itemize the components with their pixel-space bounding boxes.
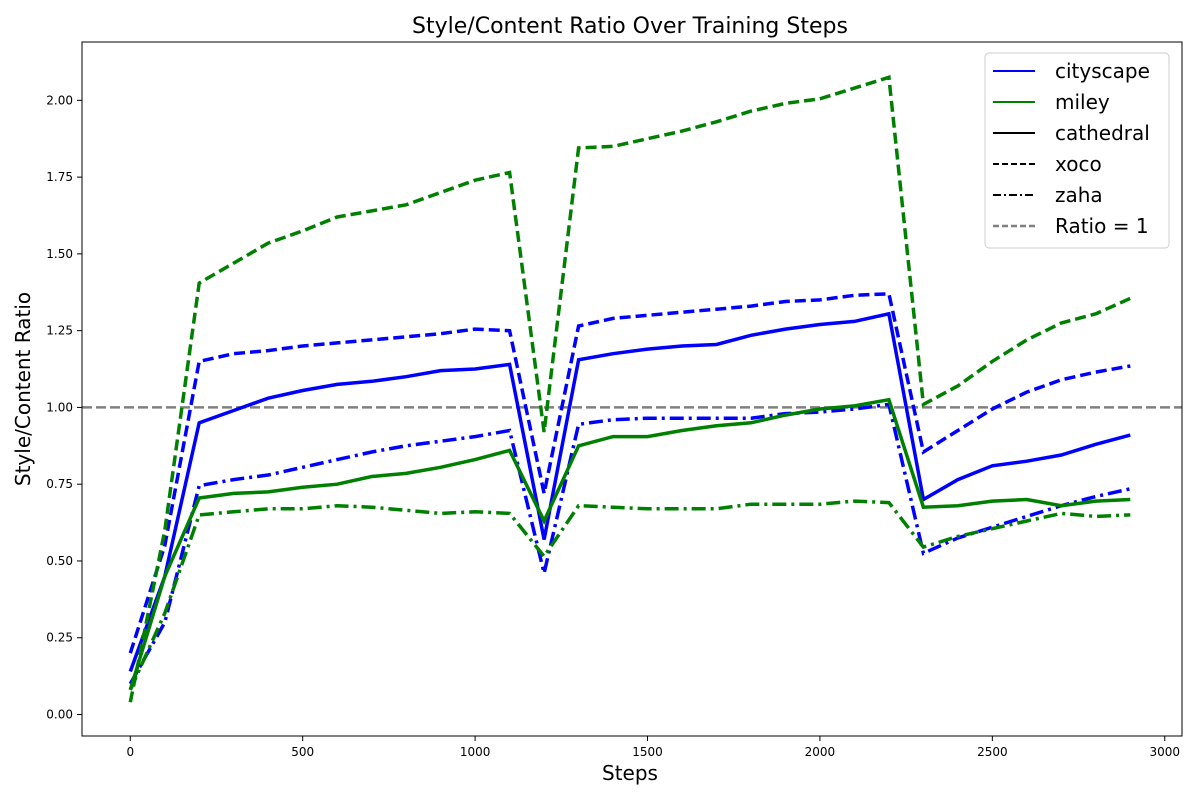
- legend-label: miley: [1055, 90, 1110, 114]
- y-tick-label: 1.00: [46, 400, 73, 414]
- y-tick-label: 0.00: [46, 708, 73, 722]
- legend-label: cityscape: [1055, 59, 1150, 83]
- series-line-1: [128, 311, 1131, 673]
- y-tick-label: 0.50: [46, 554, 73, 568]
- y-axis-label: Style/Content Ratio: [11, 292, 35, 486]
- y-tick-label: 2.00: [46, 93, 73, 107]
- chart-title: Style/Content Ratio Over Training Steps: [412, 14, 848, 39]
- series-line-4: [128, 397, 1131, 691]
- x-tick-label: 500: [291, 745, 314, 759]
- series-line-2: [128, 291, 1131, 654]
- x-axis-label: Steps: [602, 761, 658, 785]
- x-tick-label: 3000: [1149, 745, 1180, 759]
- plot-layer: [82, 74, 1182, 703]
- series-line-3: [128, 402, 1131, 685]
- legend-label: Ratio = 1: [1055, 214, 1149, 238]
- x-tick-label: 2000: [805, 745, 836, 759]
- legend-label: zaha: [1055, 183, 1103, 207]
- x-tick-label: 1000: [460, 745, 491, 759]
- legend: cityscape miley cathedral xoco zaha Ratio = 1: [984, 52, 1170, 249]
- x-tick-label: 1500: [632, 745, 663, 759]
- y-tick-label: 1.25: [46, 324, 73, 338]
- series-line-5: [128, 74, 1132, 703]
- x-tick-label: 2500: [977, 745, 1008, 759]
- x-tick-label: 0: [126, 745, 134, 759]
- legend-label: cathedral: [1055, 121, 1150, 145]
- legend-label: xoco: [1055, 152, 1102, 176]
- series-line-6: [128, 499, 1131, 691]
- axes-layer: 0 500 1000 1500 2000 2500 3000 0.00 0.25 0.50 0.75…: [46, 41, 1183, 759]
- y-tick-label: 0.75: [46, 477, 73, 491]
- y-tick-label: 1.75: [46, 170, 73, 184]
- plot-frame: [81, 41, 1183, 737]
- y-tick-label: 0.25: [46, 631, 73, 645]
- y-tick-label: 1.50: [46, 247, 73, 261]
